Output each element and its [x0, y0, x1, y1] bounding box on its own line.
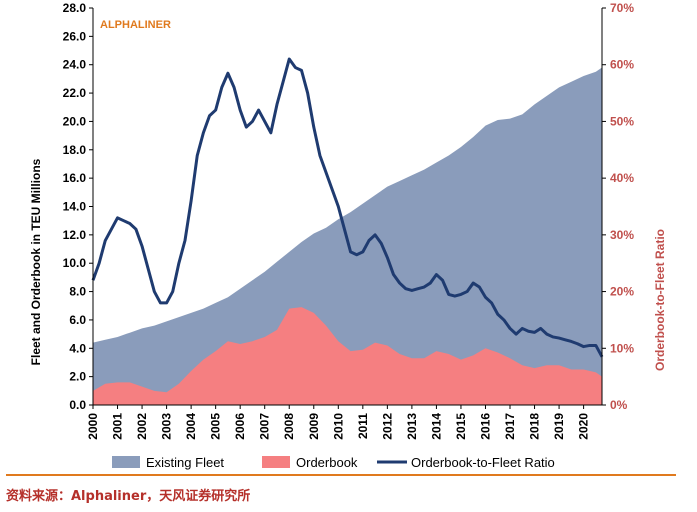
x-tick-label: 2011: [356, 413, 370, 439]
left-tick-label: 24.0: [63, 58, 87, 72]
y-axis-label: Fleet and Orderbook in TEU Millions: [29, 158, 43, 365]
legend-existing-fleet-swatch: [112, 456, 140, 468]
left-tick-label: 4.0: [69, 341, 86, 355]
right-tick-label: 10%: [610, 341, 634, 355]
right-tick-label: 20%: [610, 285, 634, 299]
left-tick-label: 22.0: [63, 86, 87, 100]
left-tick-label: 20.0: [63, 114, 87, 128]
x-tick-label: 2009: [307, 413, 321, 440]
left-tick-label: 0.0: [69, 398, 86, 412]
left-tick-label: 2.0: [69, 370, 86, 384]
divider-line: [6, 474, 676, 476]
x-tick-label: 2004: [184, 413, 198, 440]
legend: Existing Fleet Orderbook Orderbook-to-Flee…: [112, 455, 555, 470]
left-tick-label: 16.0: [63, 171, 87, 185]
orderbook-area: [93, 307, 602, 405]
x-tick-label: 2001: [111, 413, 125, 440]
x-tick-label: 2019: [552, 413, 566, 440]
x-tick-label: 2005: [209, 413, 223, 440]
left-tick-label: 10.0: [63, 256, 87, 270]
left-tick-label: 6.0: [69, 313, 86, 327]
ratio-line-series: [91, 57, 604, 358]
right-tick-label: 60%: [610, 58, 634, 72]
x-tick-label: 2014: [429, 413, 443, 440]
x-tick-label: 2003: [160, 413, 174, 440]
right-tick-label: 70%: [610, 1, 634, 15]
x-tick-label: 2020: [577, 413, 591, 440]
x-tick-label: 2000: [86, 413, 100, 440]
x-tick-label: 2015: [454, 413, 468, 440]
x-tick-label: 2007: [258, 413, 272, 440]
right-tick-label: 30%: [610, 228, 634, 242]
left-tick-label: 18.0: [63, 143, 87, 157]
right-tick-label: 40%: [610, 171, 634, 185]
left-tick-label: 26.0: [63, 29, 87, 43]
right-tick-label: 0%: [610, 398, 628, 412]
watermark-logo: ALPHALINER: [100, 19, 171, 31]
left-tick-label: 12.0: [63, 228, 87, 242]
x-tick-label: 2017: [503, 413, 517, 440]
legend-existing-fleet-label: Existing Fleet: [146, 455, 224, 470]
legend-orderbook-swatch: [262, 456, 290, 468]
left-tick-label: 28.0: [63, 1, 87, 15]
x-tick-label: 2012: [380, 413, 394, 440]
y2-axis-label: Orderbook-to-Fleet Ratio: [653, 229, 667, 371]
left-tick-label: 8.0: [69, 285, 86, 299]
left-tick-label: 14.0: [63, 200, 87, 214]
x-tick-label: 2006: [233, 413, 247, 440]
right-tick-label: 50%: [610, 114, 634, 128]
source-note: 资料来源：Alphaliner，天风证券研究所: [6, 489, 251, 504]
x-tick-label: 2002: [135, 413, 149, 440]
x-tick-label: 2013: [405, 413, 419, 440]
x-tick-label: 2018: [528, 413, 542, 440]
x-tick-label: 2016: [478, 413, 492, 440]
legend-orderbook-label: Orderbook: [296, 455, 358, 470]
x-tick-label: 2008: [282, 413, 296, 440]
legend-ratio-label: Orderbook-to-Fleet Ratio: [411, 455, 555, 470]
x-tick-label: 2010: [331, 413, 345, 440]
